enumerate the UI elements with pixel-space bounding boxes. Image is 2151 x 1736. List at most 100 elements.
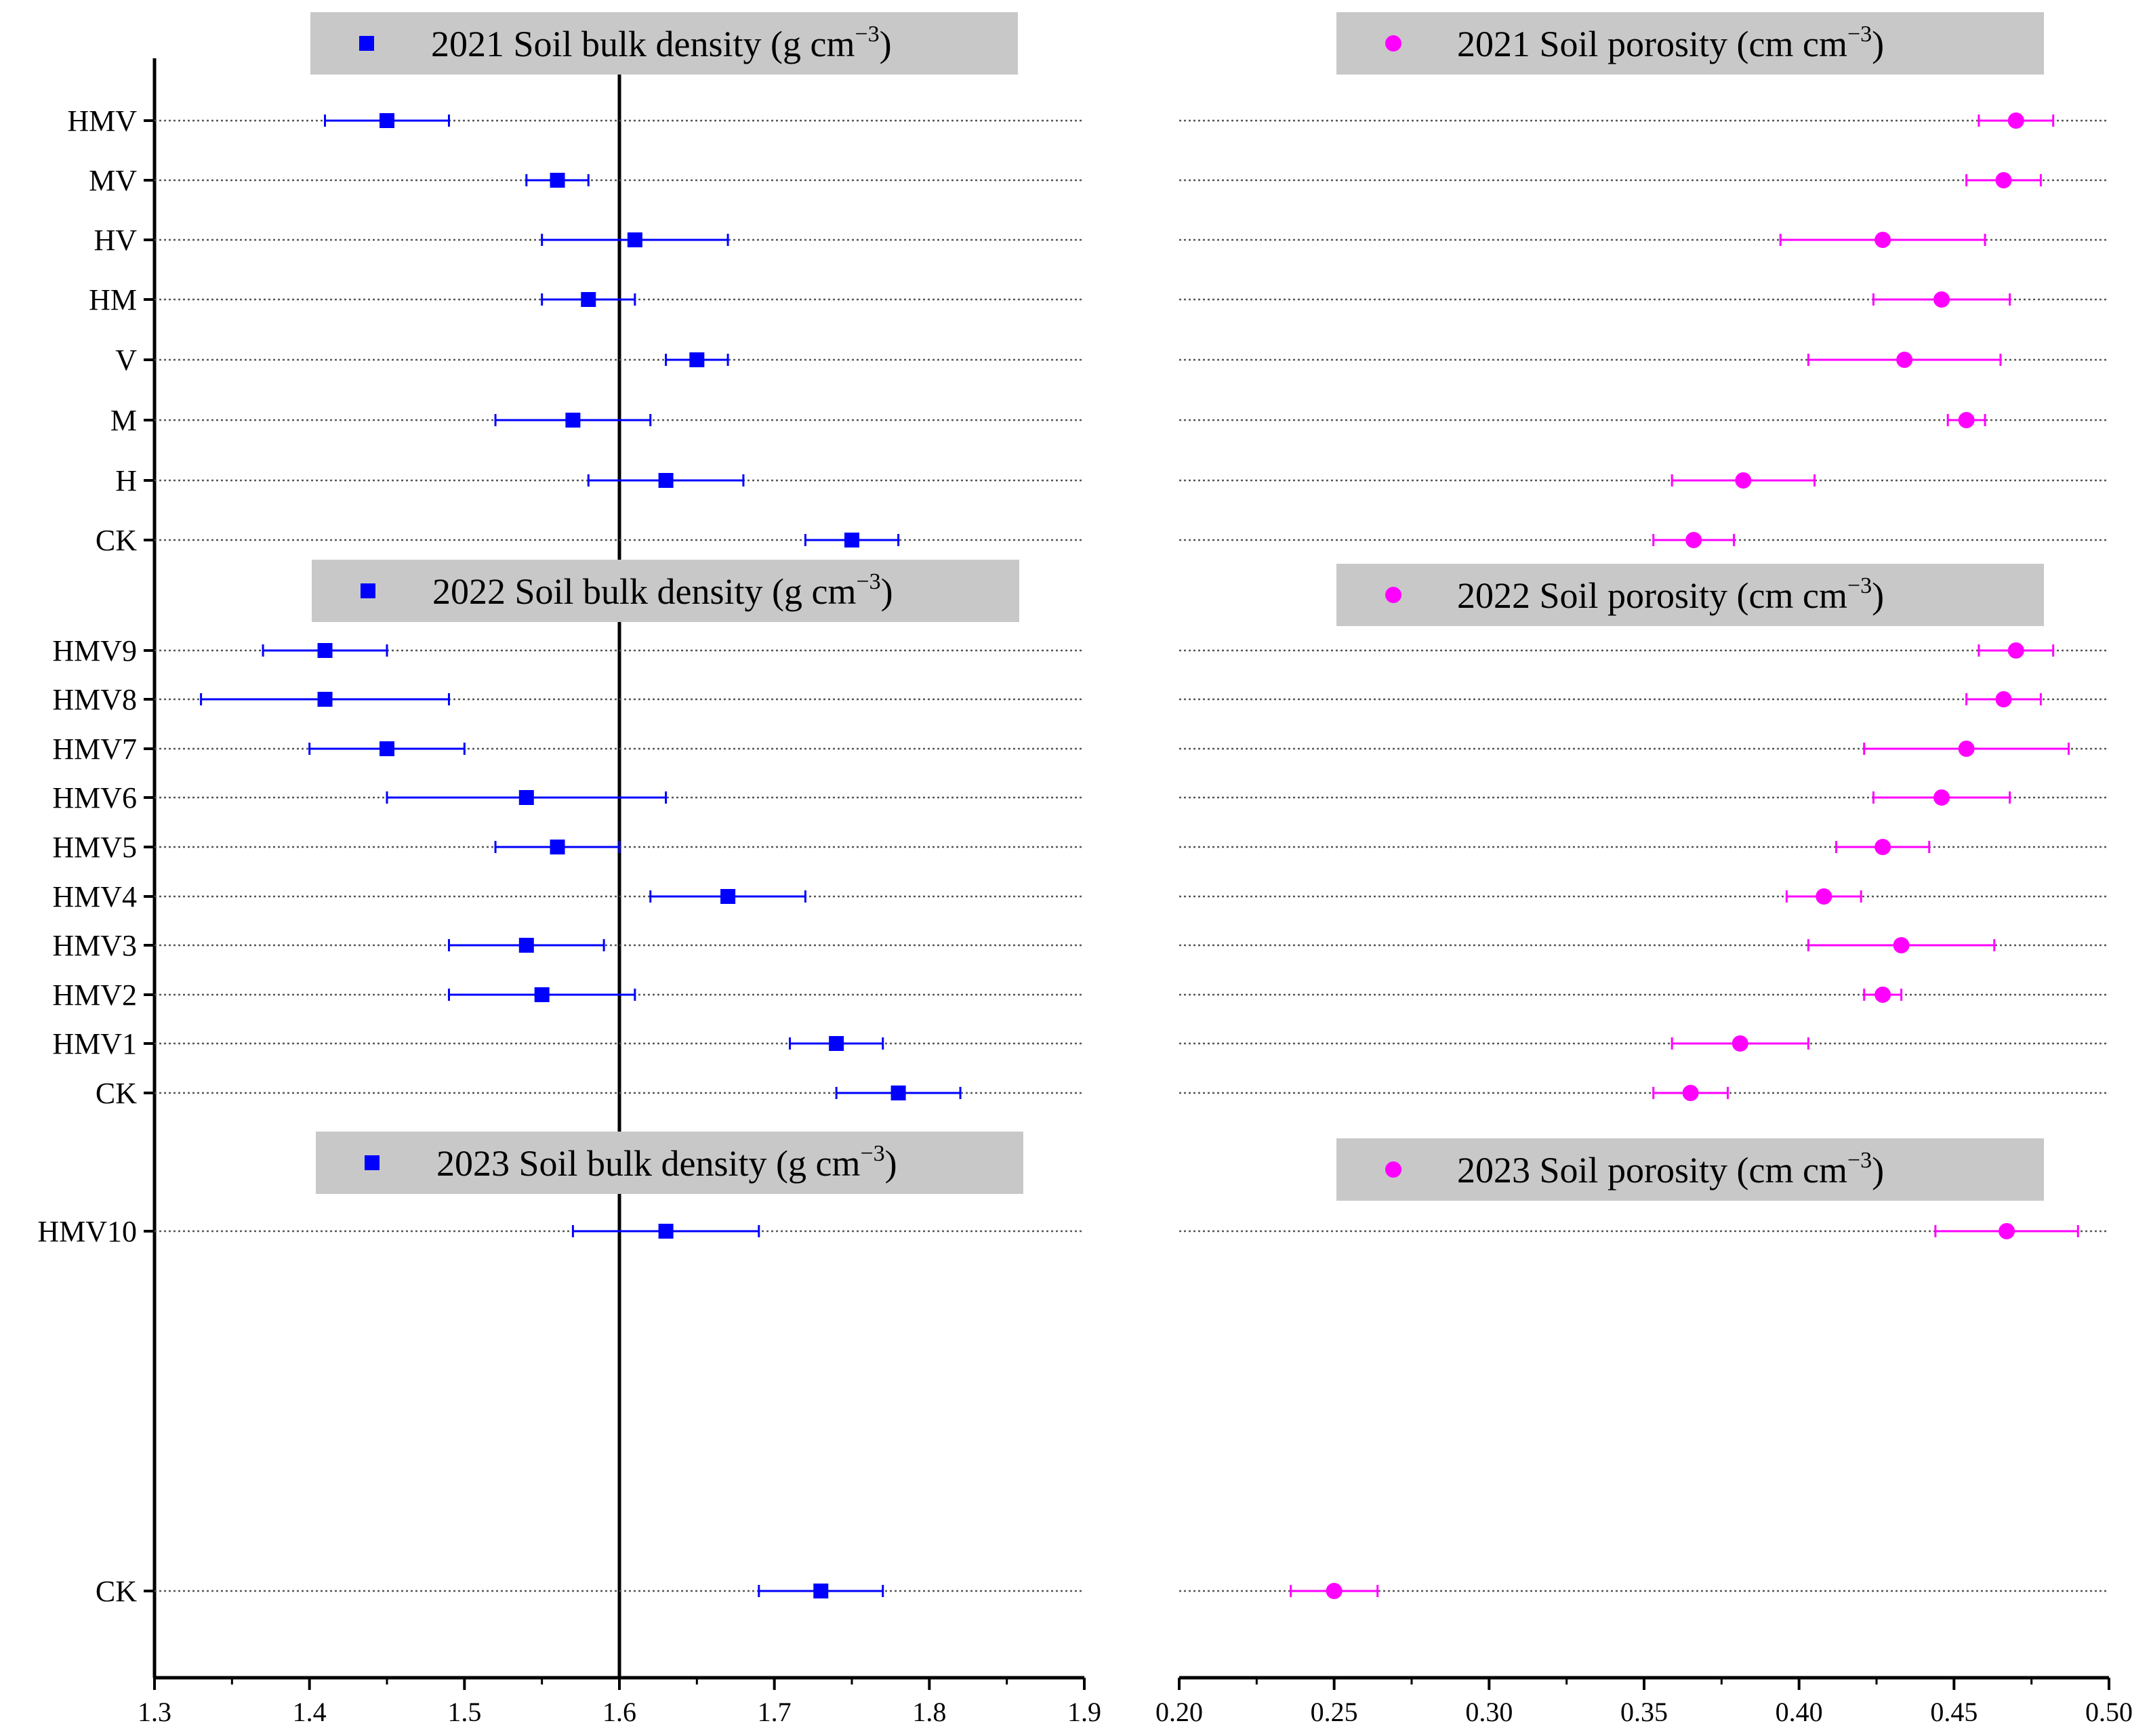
panel-5: HMV10 CK 2023 Soil bulk density (g cm−3) bbox=[37, 1132, 1084, 1608]
category-label: HMV7 bbox=[52, 732, 137, 766]
panel-2: 2021 Soil porosity (cm cm−3) bbox=[1179, 12, 2109, 548]
data-point-square bbox=[627, 232, 642, 247]
data-point-square bbox=[890, 1086, 906, 1100]
data-point-circle bbox=[1893, 937, 1910, 953]
category-label: HMV8 bbox=[52, 683, 137, 716]
data-point-square bbox=[534, 987, 550, 1002]
data-point-circle bbox=[1875, 839, 1891, 855]
legend-square-marker bbox=[365, 1155, 380, 1170]
porosity-x-axis: 0.20 0.25 0.30 0.35 0.40 0.45 0.50 bbox=[1155, 1676, 2133, 1727]
legend-circle-marker bbox=[1385, 587, 1401, 603]
data-point-square bbox=[720, 889, 736, 904]
panel-title: 2022 Soil porosity (cm cm−3) bbox=[1457, 573, 1884, 616]
category-label: HMV1 bbox=[52, 1027, 137, 1060]
porosity-tick-label: 0.20 bbox=[1155, 1697, 1203, 1727]
legend-circle-marker bbox=[1385, 35, 1401, 51]
data-point-circle bbox=[1958, 412, 1975, 428]
bulk-tick-label: 1.4 bbox=[293, 1697, 327, 1727]
panel-title-box bbox=[1336, 1138, 2044, 1201]
data-point-square bbox=[844, 533, 859, 547]
data-point-circle bbox=[1682, 1085, 1699, 1101]
data-point-square bbox=[550, 840, 565, 854]
category-label: HM bbox=[89, 283, 137, 316]
porosity-tick-label: 0.50 bbox=[2085, 1697, 2133, 1727]
category-label: HMV6 bbox=[52, 781, 137, 814]
data-point-circle bbox=[1999, 1223, 2015, 1239]
panel-title: 2023 Soil porosity (cm cm−3) bbox=[1457, 1148, 1884, 1191]
data-point-square bbox=[658, 1224, 674, 1239]
porosity-tick-label: 0.30 bbox=[1465, 1697, 1513, 1727]
data-point-circle bbox=[1933, 291, 1950, 308]
data-point-circle bbox=[2007, 112, 2024, 129]
category-label: CK bbox=[96, 524, 137, 557]
data-point-square bbox=[829, 1036, 844, 1051]
panel-title: 2022 Soil bulk density (g cm−3) bbox=[432, 569, 893, 612]
data-point-square bbox=[581, 292, 596, 307]
panel-title-box bbox=[1336, 12, 2044, 75]
panel-6: 2023 Soil porosity (cm cm−3) bbox=[1179, 1138, 2109, 1599]
data-point-square bbox=[565, 413, 581, 428]
category-label: MV bbox=[89, 164, 137, 197]
data-point-circle bbox=[1326, 1583, 1343, 1599]
bulk-tick-label: 1.5 bbox=[447, 1697, 481, 1727]
legend-square-marker bbox=[361, 583, 375, 598]
panel-title-box bbox=[1336, 564, 2044, 626]
data-point-circle bbox=[1875, 232, 1891, 248]
data-point-circle bbox=[1933, 789, 1950, 806]
data-point-circle bbox=[1995, 172, 2012, 188]
data-point-square bbox=[550, 173, 565, 188]
category-label: HMV10 bbox=[37, 1215, 137, 1248]
bulk-tick-label: 1.3 bbox=[138, 1697, 171, 1727]
legend-square-marker bbox=[359, 36, 374, 51]
panel-title-box bbox=[310, 12, 1018, 75]
panel-title: 2021 Soil bulk density (g cm−3) bbox=[431, 22, 892, 64]
category-label: HMV2 bbox=[52, 978, 137, 1012]
data-point-circle bbox=[1995, 691, 2012, 707]
category-label: M bbox=[110, 404, 137, 437]
data-point-circle bbox=[1958, 741, 1975, 757]
panel-title-close: ) bbox=[880, 24, 892, 64]
porosity-tick-label: 0.25 bbox=[1311, 1697, 1358, 1727]
panel-title-superscript: −3 bbox=[860, 1141, 884, 1166]
bulk-tick-label: 1.8 bbox=[912, 1697, 946, 1727]
porosity-tick-label: 0.40 bbox=[1776, 1697, 1823, 1727]
data-point-square bbox=[658, 473, 674, 488]
panel-title-superscript: −3 bbox=[855, 22, 879, 47]
panel-title-superscript: −3 bbox=[1847, 22, 1872, 47]
porosity-tick-label: 0.35 bbox=[1620, 1697, 1668, 1727]
panel-title-close: ) bbox=[1872, 1150, 1884, 1191]
panel-title: 2021 Soil porosity (cm cm−3) bbox=[1457, 22, 1884, 64]
panel-title-close: ) bbox=[1872, 575, 1884, 616]
panel-title-close: ) bbox=[1872, 24, 1884, 64]
panel-title-superscript: −3 bbox=[856, 569, 880, 594]
porosity-tick-label: 0.45 bbox=[1930, 1697, 1978, 1727]
category-label: CK bbox=[96, 1575, 137, 1608]
category-label: HMV3 bbox=[52, 929, 137, 962]
data-point-circle bbox=[1732, 1035, 1748, 1052]
data-point-circle bbox=[1735, 472, 1752, 489]
panel-3: HMV9 HMV8 HMV7 HMV6 HMV5 HMV4 HMV3 HMV2 HMV1 CK 20… bbox=[52, 560, 1084, 1110]
category-label: HMV9 bbox=[52, 634, 137, 667]
data-point-square bbox=[813, 1584, 829, 1598]
data-point-square bbox=[689, 352, 705, 367]
bulk-tick-label: 1.7 bbox=[758, 1697, 792, 1727]
category-label: HMV bbox=[67, 104, 137, 138]
category-label: V bbox=[115, 344, 137, 377]
category-label: H bbox=[115, 464, 137, 497]
panel-4: 2022 Soil porosity (cm cm−3) bbox=[1179, 564, 2109, 1101]
data-point-circle bbox=[1685, 532, 1702, 548]
category-label: HV bbox=[94, 224, 137, 257]
data-point-circle bbox=[1896, 352, 1913, 368]
category-label: CK bbox=[96, 1077, 137, 1110]
panel-title-box bbox=[316, 1132, 1023, 1194]
legend-circle-marker bbox=[1385, 1161, 1401, 1178]
data-point-square bbox=[317, 643, 333, 658]
panel-title-superscript: −3 bbox=[1847, 573, 1872, 598]
bulk-x-axis: 1.3 1.4 1.5 1.6 1.7 1.8 1.9 bbox=[138, 58, 1101, 1727]
panel-title-superscript: −3 bbox=[1847, 1148, 1872, 1173]
panel-title-close: ) bbox=[885, 1143, 897, 1184]
data-point-circle bbox=[1875, 987, 1891, 1003]
data-point-square bbox=[380, 113, 394, 128]
